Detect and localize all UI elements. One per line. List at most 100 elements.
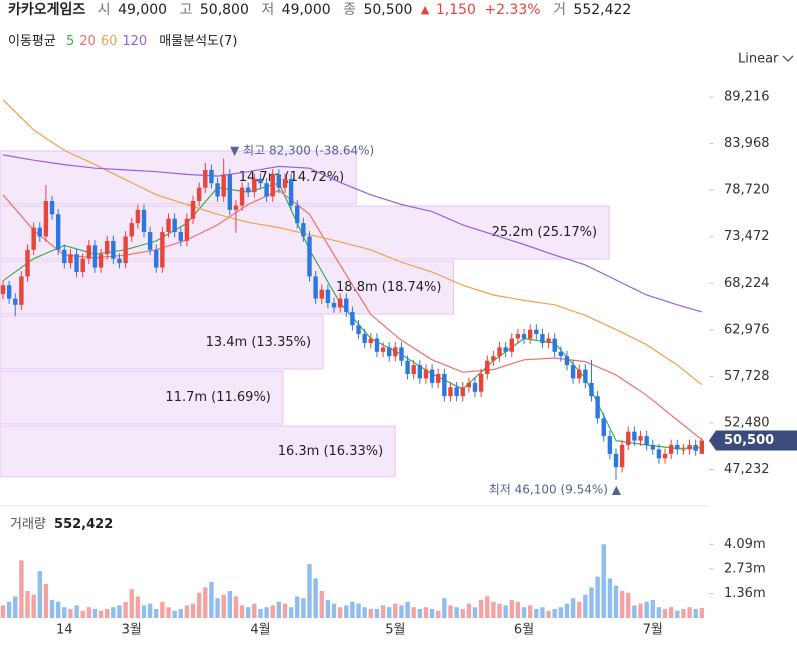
volume-bar: [325, 600, 331, 618]
candle-body: [178, 232, 183, 241]
candle-body: [49, 200, 55, 215]
volume-bar: [344, 605, 349, 618]
profile-label: 매물분석도(7): [159, 34, 237, 49]
candle-body: [442, 374, 447, 397]
candle-body: [172, 218, 177, 233]
volume-bar: [80, 610, 85, 618]
volume-bar: [497, 603, 502, 618]
volume-bar: [233, 596, 239, 618]
profile-bar: [0, 150, 357, 205]
volume-panel-label: 거래량: [10, 517, 46, 532]
volume-bar: [239, 605, 245, 618]
volume-bar: [246, 607, 251, 618]
volume-bar: [49, 600, 55, 618]
candle-body: [595, 396, 600, 419]
volume-bar: [209, 582, 214, 618]
volume-bar: [564, 603, 570, 618]
candle-body: [190, 200, 196, 219]
volume-bar: [362, 607, 367, 618]
candle-body: [644, 436, 649, 445]
candle-body: [601, 418, 606, 437]
volume-bar: [196, 592, 202, 618]
candle-body: [534, 329, 539, 335]
volume-bar: [601, 544, 606, 618]
candle-body: [632, 431, 637, 441]
volume-bar: [221, 594, 226, 618]
candle-body: [546, 338, 551, 343]
candle-body: [325, 289, 331, 304]
candle-body: [209, 169, 214, 184]
volume-tick-label: 2.73m: [724, 561, 766, 576]
candle-body: [466, 382, 472, 388]
volume-bar: [619, 591, 625, 618]
candle-body: [288, 178, 294, 206]
volume-bar: [558, 607, 564, 618]
volume-bar: [313, 578, 318, 618]
candle-body: [472, 382, 478, 392]
volume-bar: [626, 592, 631, 618]
volume-bar: [190, 603, 196, 618]
candle-body: [399, 347, 404, 361]
volume-bar: [466, 603, 472, 618]
candle-body: [154, 249, 159, 268]
volume-bar: [454, 607, 459, 618]
volume-bar: [491, 601, 496, 618]
volume-tick-label: 1.36m: [724, 586, 766, 601]
scale-toggle[interactable]: Linear: [738, 52, 779, 67]
volume-bar: [154, 609, 159, 618]
candle-body: [258, 178, 263, 184]
volume-bar: [509, 600, 514, 618]
volume-bar: [417, 609, 423, 618]
candle-body: [215, 183, 220, 197]
high-label: 고: [180, 2, 193, 18]
candle-body: [350, 311, 355, 326]
ma-line: [2, 154, 702, 313]
volume-bar: [215, 598, 220, 618]
volume-panel-value: 552,422: [54, 517, 113, 532]
change-pct: +2.33%: [484, 2, 540, 18]
candle-body: [558, 351, 564, 357]
volume-bar: [429, 609, 435, 618]
volume-bar: [13, 596, 18, 618]
candle-body: [527, 329, 533, 339]
volume-bar: [55, 601, 61, 618]
y-tick-label: 47,232: [724, 462, 770, 477]
candle-body: [417, 365, 423, 379]
volume-bar: [147, 603, 153, 618]
candle-body: [393, 347, 398, 357]
open: 49,000: [118, 2, 167, 18]
candle-body: [577, 369, 582, 379]
candle-body: [319, 289, 324, 299]
candle-body: [166, 218, 171, 233]
candle-body: [607, 436, 613, 454]
stock-name: 카카오게임즈: [8, 2, 85, 18]
volume-bar: [203, 587, 208, 618]
candle-body: [478, 374, 484, 392]
y-tick-label: 89,216: [724, 90, 770, 105]
volume-bar: [570, 598, 576, 618]
y-tick-label: 57,728: [724, 369, 770, 384]
candle-body: [80, 258, 85, 272]
candle-body: [62, 249, 67, 264]
candle-body: [552, 338, 557, 352]
candle-body: [436, 374, 441, 383]
volume-bar: [374, 609, 380, 618]
chevron[interactable]: [782, 55, 794, 62]
low-annotation: 최저 46,100 (9.54%) ▲: [489, 483, 622, 497]
volume-title: 거래량 552,422: [10, 517, 113, 532]
profile-bar: [0, 370, 284, 425]
volume-bar: [521, 607, 527, 618]
x-tick-label: 4월: [250, 623, 270, 638]
legend-entry: 20: [79, 34, 96, 49]
volume-bar: [331, 603, 337, 618]
volume-bar: [276, 601, 282, 618]
candle-body: [405, 360, 410, 375]
candle-body: [184, 218, 190, 241]
volume-bar: [405, 601, 410, 618]
volume-bar: [668, 607, 674, 618]
volume-bar: [74, 605, 79, 618]
volume-bar: [111, 607, 116, 618]
candle-body: [68, 254, 73, 264]
candle-body: [19, 276, 24, 305]
